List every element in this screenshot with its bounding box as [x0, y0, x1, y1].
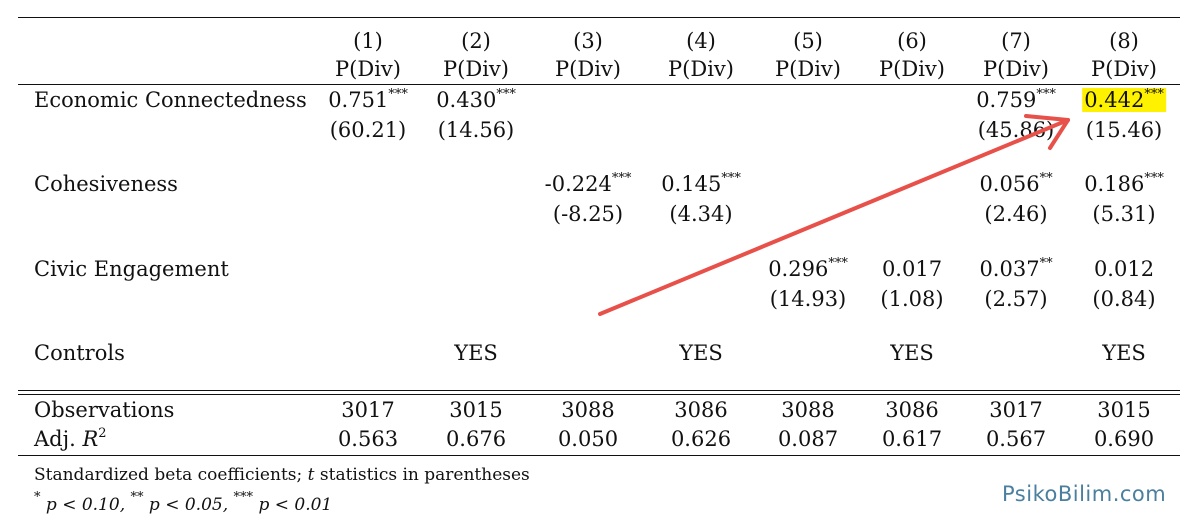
col-num: (8): [1109, 29, 1139, 53]
table-note-1: Standardized beta coefficients; t statis…: [34, 465, 530, 485]
obs-cell: 3088: [781, 398, 835, 422]
col-dep-var: P(Div): [983, 57, 1049, 81]
col-dep-var: P(Div): [1091, 57, 1157, 81]
coef-cell: 0.296***: [768, 256, 848, 281]
watermark-text: PsikoBilim.com: [1002, 482, 1167, 506]
col-dep-var: P(Div): [555, 57, 621, 81]
tstat-cell: (-8.25): [552, 202, 624, 226]
col-dep-var: P(Div): [775, 57, 841, 81]
coef-cell: 0.145***: [661, 171, 741, 196]
r2-cell: 0.567: [985, 427, 1047, 451]
tstat-cell: (14.93): [769, 287, 847, 311]
tstat-cell: (4.34): [669, 202, 733, 226]
col-num: (1): [353, 29, 383, 53]
r2-cell: 0.626: [670, 427, 732, 451]
obs-cell: 3015: [1097, 398, 1151, 422]
coef-cell: 0.017: [881, 257, 943, 281]
stats-rule-2: [18, 394, 1180, 395]
tstat-cell: (1.08): [880, 287, 944, 311]
coef-cell: -0.224***: [544, 171, 632, 196]
r2-cell: 0.087: [777, 427, 839, 451]
coef-cell: 0.751***: [328, 87, 408, 112]
col-dep-var: P(Div): [879, 57, 945, 81]
r2-cell: 0.690: [1093, 427, 1155, 451]
col-num: (3): [573, 29, 603, 53]
coef-cell: 0.430***: [436, 87, 516, 112]
row-label: Cohesiveness: [34, 172, 178, 196]
col-num: (5): [793, 29, 823, 53]
highlighted-coef-cell: 0.442***: [1082, 87, 1166, 112]
coef-cell: 0.759***: [976, 87, 1056, 112]
arrow-head: [1024, 114, 1070, 150]
obs-cell: 3088: [561, 398, 615, 422]
controls-cell: YES: [679, 341, 723, 365]
col-num: (2): [461, 29, 491, 53]
controls-cell: YES: [454, 341, 498, 365]
col-dep-var: P(Div): [335, 57, 401, 81]
coef-cell: 0.056**: [979, 171, 1053, 196]
tstat-cell: (60.21): [329, 118, 407, 142]
r2-cell: 0.050: [557, 427, 619, 451]
r2-cell: 0.676: [445, 427, 507, 451]
col-num: (6): [897, 29, 927, 53]
obs-cell: 3086: [674, 398, 728, 422]
table-note-2: * p < 0.10, ** p < 0.05, *** p < 0.01: [34, 490, 333, 515]
r2-cell: 0.617: [881, 427, 943, 451]
col-num: (7): [1001, 29, 1031, 53]
row-label: Controls: [34, 341, 125, 365]
r2-cell: 0.563: [337, 427, 399, 451]
col-num: (4): [686, 29, 716, 53]
row-label: Civic Engagement: [34, 257, 229, 281]
obs-cell: 3086: [885, 398, 939, 422]
obs-cell: 3017: [341, 398, 395, 422]
controls-cell: YES: [1102, 341, 1146, 365]
tstat-cell: (0.84): [1092, 287, 1156, 311]
header-rule: [18, 84, 1180, 85]
row-label: Observations: [34, 398, 175, 422]
col-dep-var: P(Div): [443, 57, 509, 81]
row-label: Economic Connectedness: [34, 88, 307, 112]
coef-cell: 0.037**: [979, 256, 1053, 281]
stats-rule-1: [18, 390, 1180, 391]
row-label: Adj. R2: [34, 426, 107, 451]
arrow-shaft: [598, 118, 1070, 316]
tstat-cell: (2.57): [984, 287, 1048, 311]
tstat-cell: (5.31): [1092, 202, 1156, 226]
col-dep-var: P(Div): [668, 57, 734, 81]
controls-cell: YES: [890, 341, 934, 365]
top-rule: [18, 17, 1180, 18]
tstat-cell: (15.46): [1085, 118, 1163, 142]
tstat-cell: (2.46): [984, 202, 1048, 226]
coef-cell: 0.012: [1093, 257, 1155, 281]
coef-cell: 0.186***: [1084, 171, 1164, 196]
bottom-rule: [18, 455, 1180, 456]
obs-cell: 3015: [449, 398, 503, 422]
obs-cell: 3017: [989, 398, 1043, 422]
tstat-cell: (14.56): [437, 118, 515, 142]
